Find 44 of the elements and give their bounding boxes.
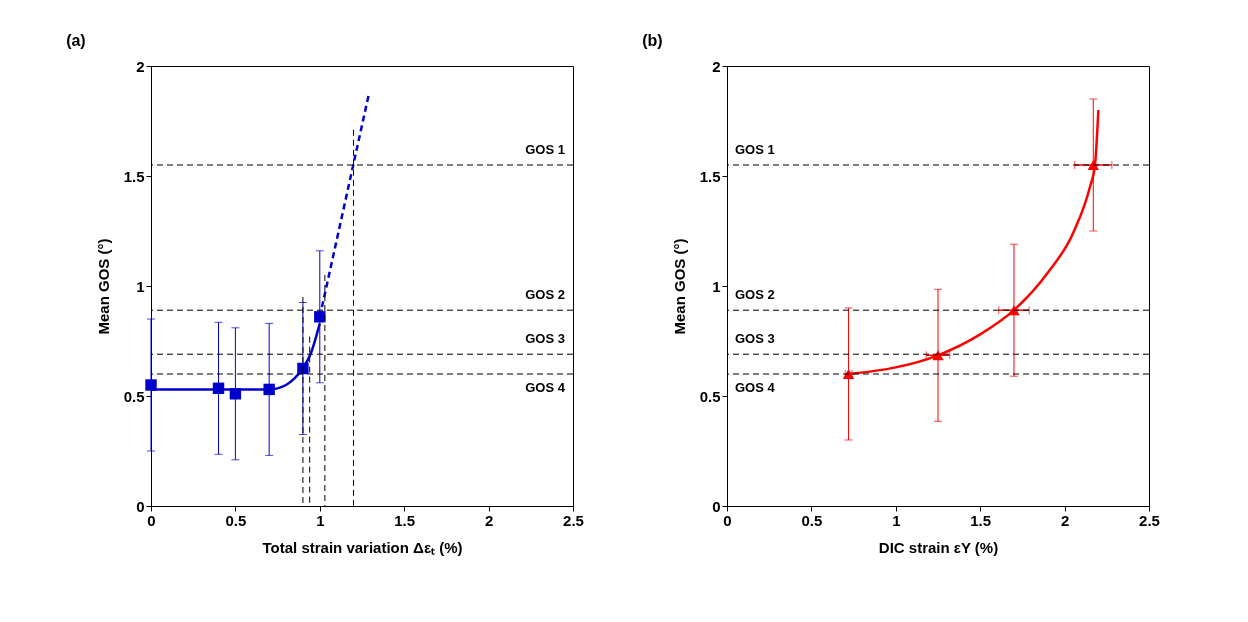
y-tick-label: 1.5: [123, 167, 145, 185]
chart-title: (b): [642, 32, 663, 49]
y-tick-label: 1: [712, 277, 721, 295]
ref-line-label: GOS 4: [735, 380, 776, 395]
x-tick-label: 2.5: [1139, 511, 1160, 529]
x-tick-label: 1.5: [394, 511, 416, 529]
x-tick-label: 0.5: [801, 511, 823, 529]
x-tick-label: 0: [147, 511, 156, 529]
ref-line-label: GOS 4: [525, 380, 566, 395]
ref-line-label: GOS 1: [735, 142, 775, 157]
ref-line-label: GOS 1: [525, 142, 565, 157]
x-tick-label: 2.5: [563, 511, 584, 529]
point: [1087, 160, 1099, 170]
y-axis-title: Mean GOS (°): [670, 238, 688, 335]
ref-line-label: GOS 3: [525, 331, 565, 347]
point: [314, 311, 326, 323]
x-axis-title: Total strain variation Δεₜ (%): [262, 538, 463, 556]
y-tick-label: 0: [136, 497, 145, 515]
x-tick-label: 2: [1060, 511, 1070, 529]
y-tick-label: 1.5: [699, 167, 721, 185]
x-tick-label: 1: [316, 511, 325, 529]
ref-line-label: GOS 2: [525, 287, 565, 303]
x-tick-label: 0: [723, 511, 732, 529]
point: [229, 388, 242, 400]
point: [145, 379, 157, 391]
x-axis-title: DIC strain εY (%): [878, 538, 999, 556]
point: [932, 350, 944, 361]
x-tick-label: 1: [892, 511, 901, 529]
point: [1008, 305, 1020, 316]
ref-line-label: GOS 2: [735, 287, 775, 303]
y-tick-label: 2: [136, 57, 145, 75]
ref-line-label: GOS 3: [735, 331, 775, 347]
y-tick-label: 1: [136, 277, 145, 295]
y-tick-label: 2: [712, 57, 721, 75]
x-tick-label: 2: [484, 511, 494, 529]
y-axis-title: Mean GOS (°): [94, 238, 112, 335]
point: [263, 383, 275, 396]
y-tick-label: 0: [712, 497, 721, 515]
x-tick-label: 1.5: [970, 511, 992, 529]
y-tick-label: 0.5: [699, 387, 721, 405]
point: [212, 382, 225, 394]
x-tick-label: 0.5: [225, 511, 247, 529]
chart-title: (a): [66, 32, 86, 49]
y-tick-label: 0.5: [123, 387, 145, 405]
